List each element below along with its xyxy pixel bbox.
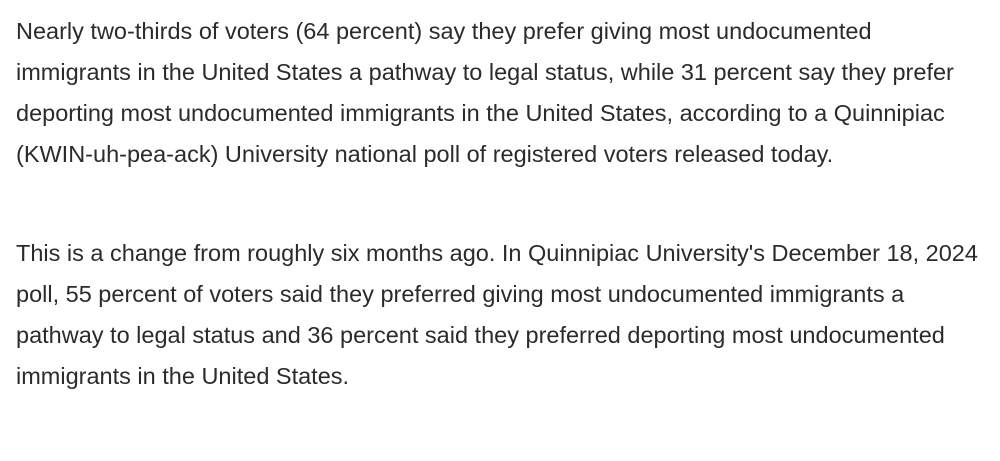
paragraph: Nearly two-thirds of voters (64 percent)… [16, 18, 954, 167]
article: Nearly two-thirds of voters (64 percent)… [16, 11, 984, 455]
paragraph: This is a change from roughly six months… [16, 240, 978, 389]
